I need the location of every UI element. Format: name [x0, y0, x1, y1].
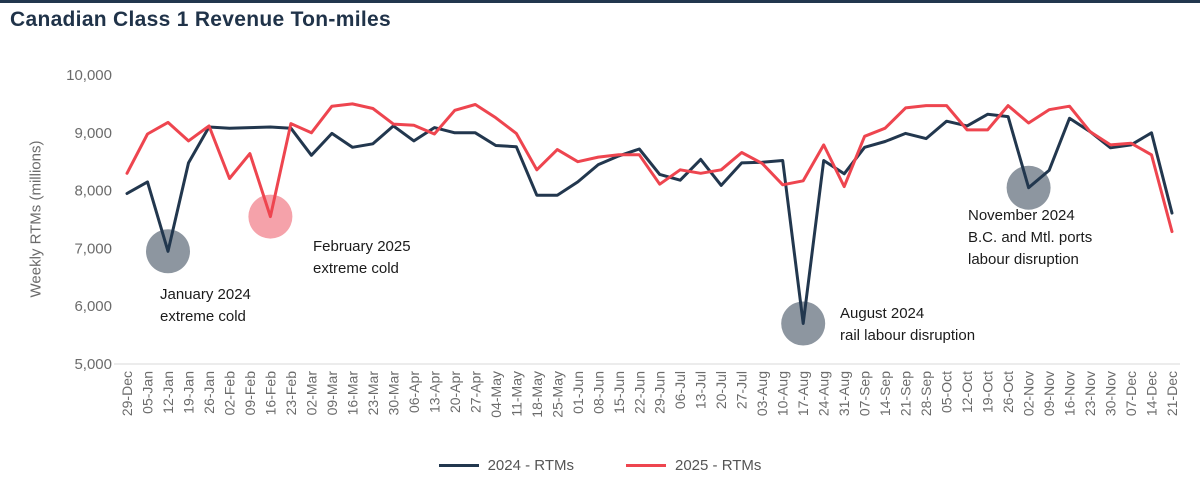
x-tick-label: 14-Sep: [877, 371, 893, 416]
x-tick-label: 03-Aug: [754, 371, 770, 416]
x-tick-label: 16-Nov: [1062, 371, 1078, 416]
x-tick-label: 26-Jan: [201, 371, 217, 414]
x-tick-label: 22-Jun: [631, 371, 647, 414]
y-tick-label: 6,000: [74, 298, 112, 315]
x-tick-label: 13-Apr: [426, 371, 442, 413]
annotation-jan-2024: January 2024 extreme cold: [160, 284, 251, 328]
annotation-feb-2025: February 2025 extreme cold: [313, 236, 411, 280]
y-tick-label: 9,000: [74, 125, 112, 142]
x-tick-label: 28-Sep: [918, 371, 934, 416]
x-tick-label: 31-Aug: [836, 371, 852, 416]
x-tick-label: 02-Nov: [1021, 371, 1037, 416]
legend-swatch-2024: [438, 464, 479, 467]
x-tick-label: 04-May: [488, 371, 504, 418]
annotation-text-line: January 2024: [160, 286, 251, 303]
legend-label-2024: 2024 - RTMs: [487, 457, 574, 474]
x-tick-label: 09-Nov: [1041, 371, 1057, 416]
x-tick-label: 09-Mar: [324, 371, 340, 416]
y-tick-label: 10,000: [66, 67, 112, 84]
x-tick-label: 24-Aug: [816, 371, 832, 416]
x-tick-label: 21-Dec: [1164, 371, 1180, 416]
y-tick-label: 8,000: [74, 183, 112, 200]
annotation-text-line: November 2024: [968, 207, 1075, 224]
x-tick-label: 20-Jul: [713, 371, 729, 409]
x-tick-label: 30-Nov: [1103, 371, 1119, 416]
annotation-text-line: extreme cold: [313, 260, 399, 277]
x-tick-label: 07-Sep: [857, 371, 873, 416]
x-tick-label: 27-Jul: [734, 371, 750, 409]
x-tick-label: 29-Jun: [652, 371, 668, 414]
x-tick-label: 27-Apr: [467, 371, 483, 413]
annotation-text-line: February 2025: [313, 238, 411, 255]
annotation-text-line: August 2024: [840, 305, 925, 322]
annotation-aug-2024: August 2024 rail labour disruption: [840, 303, 975, 347]
x-tick-label: 21-Sep: [898, 371, 914, 416]
x-tick-label: 17-Aug: [795, 371, 811, 416]
x-tick-label: 12-Jan: [160, 371, 176, 414]
x-tick-label: 13-Jul: [693, 371, 709, 409]
x-tick-label: 19-Oct: [980, 371, 996, 413]
series-line-2025: [125, 102, 1174, 234]
annotation-text-line: labour disruption: [968, 251, 1079, 268]
annotation-text-line: B.C. and Mtl. ports: [968, 229, 1093, 246]
x-tick-label: 16-Feb: [262, 371, 278, 416]
legend-label-2025: 2025 - RTMs: [675, 457, 762, 474]
chart-legend: 2024 - RTMs 2025 - RTMs: [0, 457, 1200, 474]
page-title: Canadian Class 1 Revenue Ton-miles: [10, 8, 391, 31]
x-tick-label: 29-Dec: [119, 371, 135, 416]
x-tick-label: 02-Mar: [303, 371, 319, 416]
y-tick-label: 5,000: [74, 356, 112, 373]
x-tick-label: 16-Mar: [344, 371, 360, 416]
x-tick-label: 12-Oct: [959, 371, 975, 413]
x-tick-label: 08-Jun: [590, 371, 606, 414]
annotation-text-line: extreme cold: [160, 308, 246, 325]
x-tick-label: 15-Jun: [611, 371, 627, 414]
x-tick-label: 25-May: [549, 371, 565, 418]
x-tick-label: 23-Mar: [365, 371, 381, 416]
x-tick-label: 20-Apr: [447, 371, 463, 413]
x-tick-label: 23-Feb: [283, 371, 299, 416]
x-tick-label: 14-Dec: [1144, 371, 1160, 416]
x-tick-label: 07-Dec: [1123, 371, 1139, 416]
x-tick-label: 05-Jan: [140, 371, 156, 414]
x-tick-label: 11-May: [508, 371, 524, 417]
x-tick-label: 05-Oct: [939, 371, 955, 413]
annotation-text-line: rail labour disruption: [840, 327, 976, 344]
x-tick-label: 18-May: [529, 371, 545, 418]
x-tick-label: 06-Apr: [406, 371, 422, 413]
annotation-nov-2024: November 2024 B.C. and Mtl. ports labour…: [968, 205, 1092, 271]
x-tick-label: 30-Mar: [385, 371, 401, 416]
x-tick-label: 10-Aug: [775, 371, 791, 416]
x-tick-label: 02-Feb: [222, 371, 238, 416]
x-tick-label: 01-Jun: [570, 371, 586, 414]
y-tick-label: 7,000: [74, 240, 112, 257]
x-tick-label: 23-Nov: [1082, 371, 1098, 416]
x-tick-label: 19-Jan: [181, 371, 197, 414]
top-accent-bar: [0, 0, 1200, 3]
x-tick-label: 06-Jul: [672, 371, 688, 409]
legend-swatch-2025: [626, 464, 666, 467]
x-tick-label: 26-Oct: [1000, 371, 1016, 413]
x-tick-label: 09-Feb: [242, 371, 258, 416]
